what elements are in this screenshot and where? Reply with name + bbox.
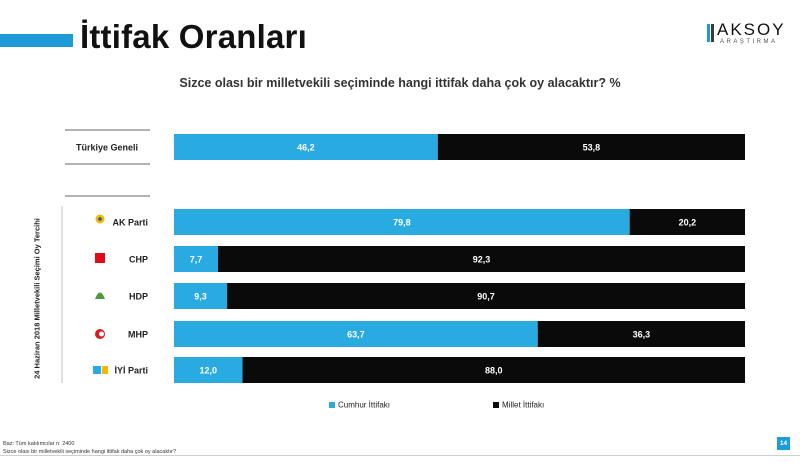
bar-millet-i-ttifak-1 xyxy=(629,209,745,235)
legend-swatch-cumhur xyxy=(329,401,335,408)
footer-base: Baz: Tüm katılımcılar n: 2400 xyxy=(3,441,75,447)
legend-label-millet: Millet İttifakı xyxy=(502,400,545,410)
bar-millet-i-ttifak-3 xyxy=(227,283,745,309)
category-label-0: Türkiye Geneli xyxy=(76,143,138,153)
category-label-4: MHP xyxy=(128,330,148,340)
bar-cumhur-i-ttifak-5 xyxy=(174,357,243,383)
bar-millet-i-ttifak-2 xyxy=(217,246,746,272)
bar-label-millet-i-ttifak-4: 36,3 xyxy=(633,330,651,340)
bar-cumhur-i-ttifak-4 xyxy=(174,321,538,347)
bottom-divider xyxy=(0,455,800,456)
page-number: 14 xyxy=(777,437,790,450)
legend-item-cumhur: Cumhur İttifakı xyxy=(329,400,390,409)
page-title: İttifak Oranları xyxy=(80,18,307,55)
bar-cumhur-i-ttifak-2 xyxy=(174,246,218,272)
logo-text: AKSOY xyxy=(717,20,786,39)
category-label-5: İYİ Parti xyxy=(114,366,148,376)
footer-question: Sizce olası bir milletvekili seçiminde h… xyxy=(3,449,177,455)
bar-label-millet-i-ttifak-5: 88,0 xyxy=(485,366,503,376)
chart-question: Sizce olası bir milletvekili seçiminde h… xyxy=(179,76,621,90)
category-label-2: CHP xyxy=(129,255,148,265)
akp-icon-center xyxy=(98,217,102,221)
iyi-icon xyxy=(93,366,101,374)
category-label-1: AK Parti xyxy=(112,218,148,228)
bar-millet-i-ttifak-4 xyxy=(537,321,745,347)
legend-label-cumhur: Cumhur İttifakı xyxy=(338,400,391,410)
bar-cumhur-i-ttifak-1 xyxy=(174,209,630,235)
bar-label-cumhur-i-ttifak-5: 12,0 xyxy=(199,366,217,376)
bar-label-millet-i-ttifak-2: 92,3 xyxy=(473,255,491,265)
bar-label-millet-i-ttifak-0: 53,8 xyxy=(583,143,601,153)
logo-subtext: ARAŞTIRMA xyxy=(720,39,778,45)
bar-millet-i-ttifak-0 xyxy=(437,134,745,160)
hdp-icon xyxy=(95,292,105,299)
bar-millet-i-ttifak-5 xyxy=(242,357,745,383)
bar-label-cumhur-i-ttifak-0: 46,2 xyxy=(297,143,315,153)
legend-item-millet: Millet İttifakı xyxy=(493,400,544,409)
bar-label-cumhur-i-ttifak-4: 63,7 xyxy=(347,330,365,340)
bar-label-millet-i-ttifak-3: 90,7 xyxy=(477,292,495,302)
bar-cumhur-i-ttifak-3 xyxy=(174,283,228,309)
legend-swatch-millet xyxy=(493,401,499,408)
iyi-icon-text xyxy=(102,366,108,374)
brand-logo: AKSOY ARAŞTIRMA xyxy=(706,20,792,46)
bar-label-cumhur-i-ttifak-3: 9,3 xyxy=(194,292,207,302)
logo-mark-icon xyxy=(707,24,714,42)
bar-label-cumhur-i-ttifak-1: 79,8 xyxy=(393,218,411,228)
chp-icon xyxy=(95,253,105,263)
bar-cumhur-i-ttifak-0 xyxy=(174,134,438,160)
bar-label-cumhur-i-ttifak-2: 7,7 xyxy=(190,255,203,265)
title-accent-bar xyxy=(0,34,73,47)
footer-notes: Baz: Tüm katılımcılar n: 2400 Sizce olas… xyxy=(3,440,176,456)
bar-label-millet-i-ttifak-1: 20,2 xyxy=(679,218,697,228)
category-label-3: HDP xyxy=(129,292,148,302)
mhp-icon-crescent xyxy=(99,331,104,337)
